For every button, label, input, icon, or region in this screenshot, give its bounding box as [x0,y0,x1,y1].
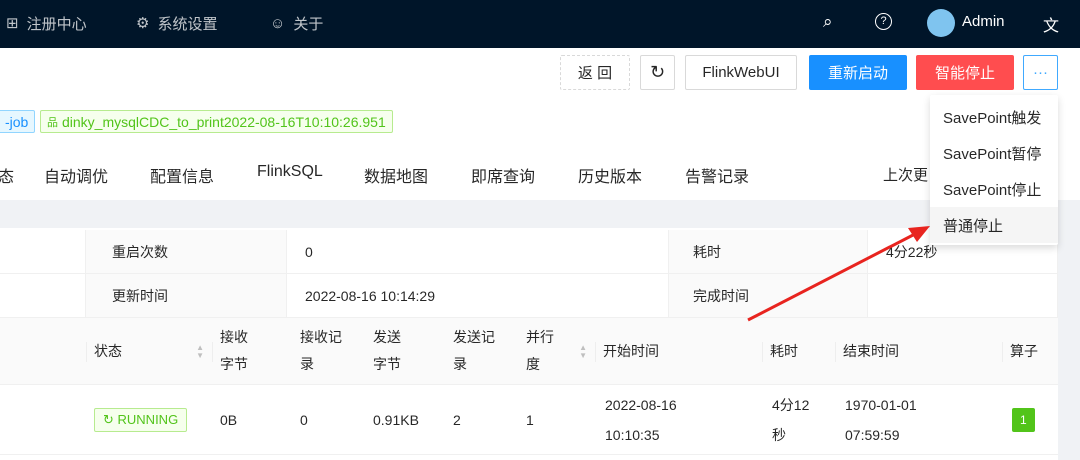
cell-parallelism: 1 [518,385,595,455]
col-parallelism[interactable]: 并行度 ▲ ▼ [518,318,595,385]
col-recv-bytes: 接收字节 [212,318,292,385]
menu-savepoint-trigger[interactable]: SavePoint触发 [943,109,1042,127]
user-name[interactable]: Admin [962,13,1005,30]
col-recv-records: 接收记录 [292,318,365,385]
reload-icon[interactable]: ↻ [640,55,675,90]
cell-end-time: 1970-01-01 07:59:59 [845,396,917,443]
top-header: ⊞ 注册中心 ⚙ 系统设置 ☺ 关于 ⌕ ? Admin 文 [0,0,1080,48]
job-type-tag: -job [0,110,36,133]
info-value: 2022-08-16 10:14:29 [287,274,669,318]
cell-duration: 4分12秒 [772,396,810,443]
tab-history[interactable]: 历史版本 [578,169,643,186]
col-end-time: 结束时间 [835,318,1002,385]
restart-button[interactable]: 重新启动 [809,55,907,90]
back-button[interactable]: 返 回 [560,55,630,90]
menu-savepoint-stop[interactable]: SavePoint停止 [943,181,1042,199]
arrow-shaft [747,232,916,322]
info-label: 重启次数 [86,230,287,274]
apps-icon: ⊞ [6,15,19,32]
info-label: 更新时间 [86,274,287,318]
tab-alerts[interactable]: 告警记录 [685,169,750,186]
tab-data-map[interactable]: 数据地图 [364,169,429,186]
tab-auto-tune[interactable]: 自动调优 [44,169,109,186]
last-update-label: 上次更 [883,167,929,184]
more-button[interactable]: ··· [1023,55,1058,90]
info-label: 耗时 [669,230,868,274]
nav-about[interactable]: ☺ 关于 [270,14,324,33]
cell-send-bytes: 0.91KB [365,385,445,455]
menu-savepoint-pause[interactable]: SavePoint暂停 [943,145,1042,163]
cell-recv-bytes: 0B [212,385,292,455]
info-value: 4分22秒 [868,230,1058,274]
translate-icon[interactable]: 文 [1043,18,1060,35]
tab-adhoc-query[interactable]: 即席查询 [471,169,536,186]
tab-flinksql[interactable]: FlinkSQL [257,163,323,180]
job-name-tag: 品 dinky_mysqlCDC_to_print2022-08-16T10:10… [40,110,393,133]
divider-band [0,200,1080,228]
tab-status[interactable]: 态 [0,169,15,186]
scrollbar[interactable] [1058,228,1080,460]
nav-settings[interactable]: ⚙ 系统设置 [136,15,218,33]
flink-web-ui-button[interactable]: FlinkWebUI [685,55,797,90]
menu-normal-stop[interactable]: 普通停止 [930,207,1058,243]
avatar[interactable] [927,9,955,37]
cell-recv-records: 0 [292,385,365,455]
cell-start-time: 2022-08-16 10:10:35 [605,396,677,443]
col-duration: 耗时 [762,318,835,385]
smile-icon: ☺ [270,14,286,32]
smart-stop-button[interactable]: 智能停止 [916,55,1014,90]
col-send-bytes: 发送字节 [365,318,445,385]
help-icon[interactable]: ? [875,13,892,30]
tab-config[interactable]: 配置信息 [150,169,215,186]
info-value [868,274,1058,318]
sort-icon[interactable]: ▲ ▼ [579,343,587,360]
arrow-head [908,226,930,242]
more-dropdown-menu: SavePoint触发 SavePoint暂停 SavePoint停止 普通停止 [930,95,1058,245]
nav-registry[interactable]: ⊞ 注册中心 [6,15,87,33]
col-status[interactable]: 状态 ▲ ▼ [86,318,212,385]
col-start-time: 开始时间 [595,318,762,385]
info-value: 0 [287,230,669,274]
info-label: 完成时间 [669,274,868,318]
col-send-records: 发送记录 [445,318,518,385]
operator-count-badge[interactable]: 1 [1012,407,1035,432]
gear-icon: ⚙ [136,15,150,32]
cluster-icon: 品 [47,116,58,129]
col-operators: 算子 [1002,318,1058,385]
sync-icon: ↻ [103,411,118,427]
status-badge: ↻ RUNNING [94,407,188,432]
sort-icon[interactable]: ▲ ▼ [196,343,204,360]
cell-send-records: 2 [445,385,518,455]
search-icon[interactable]: ⌕ [823,12,833,31]
